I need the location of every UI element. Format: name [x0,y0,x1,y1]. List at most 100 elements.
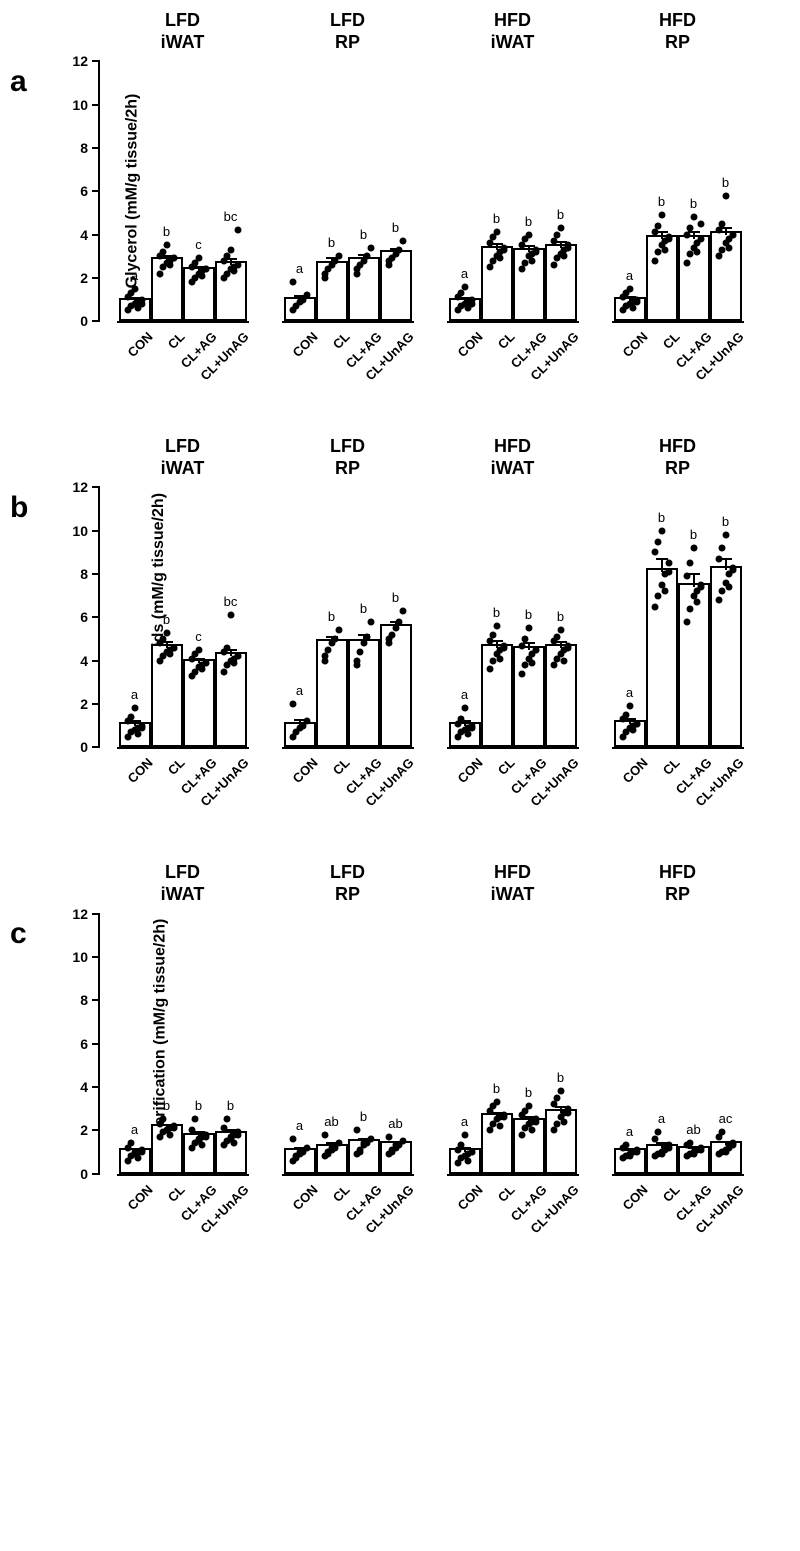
y-tick-label: 12 [72,906,100,922]
data-point [651,257,658,264]
bar-wrap: b [350,1139,378,1173]
data-point [518,1131,525,1138]
significance-letter: ab [324,1114,338,1129]
data-point [199,272,206,279]
bar-wrap: a [616,720,644,748]
data-point [332,636,339,643]
data-point [719,545,726,552]
bar-wrap: bc [217,652,245,747]
data-point [399,607,406,614]
data-point [289,279,296,286]
significance-letter: b [392,220,399,235]
data-point [399,238,406,245]
data-point [683,618,690,625]
bar-group: aa abac [616,914,740,1174]
data-point [623,1142,630,1149]
bar-wrap: b [547,244,575,322]
data-point [396,618,403,625]
data-point [518,670,525,677]
data-point [490,657,497,664]
data-point [554,1120,561,1127]
data-point [561,1118,568,1125]
bar-group: abcbc [121,487,245,747]
group-header: HFDRP [595,436,760,479]
bar-wrap: a [286,1148,314,1174]
data-point [468,300,475,307]
significance-letter: ab [686,1122,700,1137]
data-point [561,657,568,664]
significance-letter: b [557,207,564,222]
data-point [500,246,507,253]
data-point [532,1118,539,1125]
bar-wrap: ab [382,1141,410,1173]
y-tick-label: 10 [72,97,100,113]
data-point [385,636,392,643]
data-point [522,636,529,643]
data-point [385,1133,392,1140]
data-point [722,1148,729,1155]
bar-wrap: ac [712,1141,740,1173]
data-point [486,240,493,247]
data-point [719,588,726,595]
data-point [683,231,690,238]
significance-letter: a [626,685,633,700]
data-point [633,298,640,305]
significance-letter: b [525,214,532,229]
bar-wrap: a [616,1148,644,1174]
data-point [655,222,662,229]
y-tick-label: 2 [80,1122,100,1138]
bar-wrap: b [382,250,410,321]
data-point [715,253,722,260]
data-point [160,1116,167,1123]
y-tick-label: 0 [80,739,100,755]
significance-letter: b [722,175,729,190]
significance-letter: b [658,194,665,209]
data-point [234,227,241,234]
x-labels: CONCLCL+AGCL+UnAGCONCLCL+AGCL+UnAGCONCLC… [100,747,760,832]
data-point [188,1127,195,1134]
data-point [220,1125,227,1132]
bar [710,566,742,748]
bar-wrap: b [712,231,740,322]
group-headers: LFDiWATLFDRPHFDiWATHFDRP [100,10,760,53]
data-point [550,662,557,669]
data-point [303,1144,310,1151]
data-point [658,1151,665,1158]
bar-group: a abbab [286,914,410,1174]
data-point [360,1140,367,1147]
significance-letter: a [296,1118,303,1133]
data-point [726,244,733,251]
bar-group: abbb [121,914,245,1174]
data-point [493,1099,500,1106]
data-point [160,636,167,643]
y-tick-label: 2 [80,696,100,712]
significance-letter: b [328,235,335,250]
significance-letter: b [557,1070,564,1085]
panel-b: bLFDiWATLFDRPHFDiWATHFDRPFree fatty acid… [20,436,780,832]
significance-letter: b [360,227,367,242]
group-header: LFDiWAT [100,10,265,53]
significance-letter: ab [388,1116,402,1131]
data-point [138,300,145,307]
data-point [396,246,403,253]
data-point [399,1138,406,1145]
data-point [170,1125,177,1132]
significance-letter: b [163,224,170,239]
data-point [497,255,504,262]
data-point [321,653,328,660]
data-point [497,1122,504,1129]
data-point [163,629,170,636]
y-tick-label: 6 [80,609,100,625]
data-point [729,566,736,573]
panel-label: b [10,491,28,525]
data-point [231,659,238,666]
data-point [335,627,342,634]
significance-letter: a [461,687,468,702]
y-tick-label: 12 [72,53,100,69]
x-labels: CONCLCL+AGCL+UnAGCONCLCL+AGCL+UnAGCONCLC… [100,321,760,406]
significance-letter: a [626,1124,633,1139]
data-point [293,1155,300,1162]
data-point [353,266,360,273]
group-header: LFDiWAT [100,862,265,905]
data-point [202,1133,209,1140]
